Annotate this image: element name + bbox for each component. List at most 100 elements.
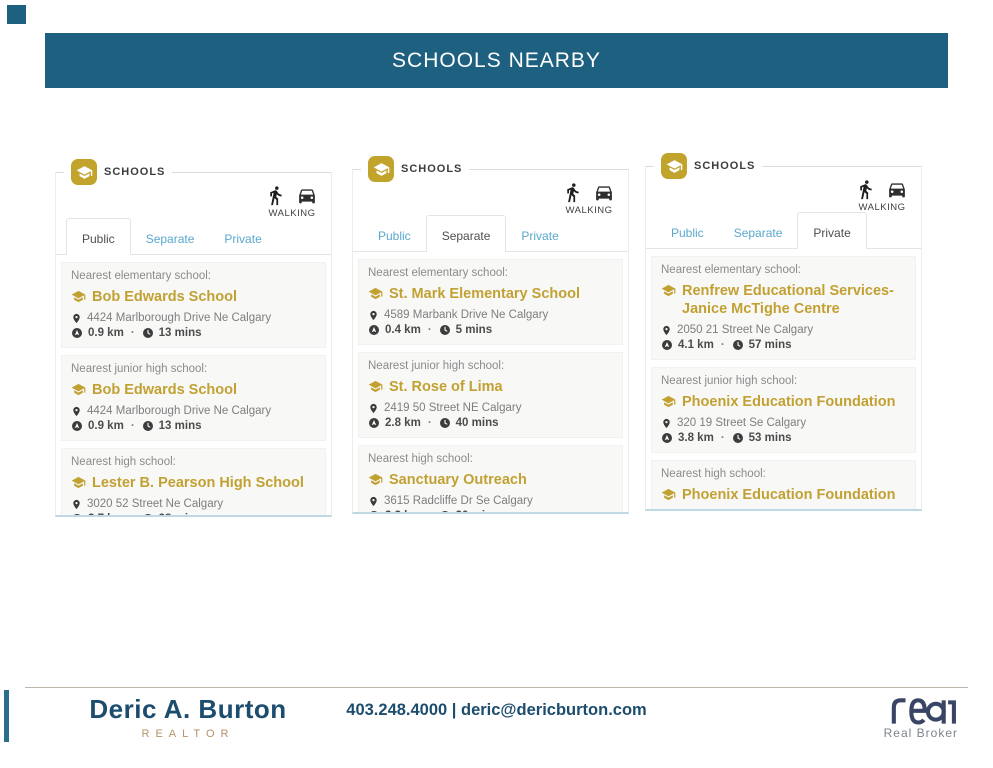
tab-public[interactable]: Public [378,229,411,243]
graduation-cap-icon [368,287,383,300]
map-pin-icon [370,403,377,413]
school-section-high: Nearest high school: Lester B. Pearson H… [61,448,326,515]
card-body: Nearest elementary school: Renfrew Educa… [651,256,916,509]
graduation-cap-icon [368,474,383,486]
clock-icon [732,339,744,351]
graduation-cap-icon [71,384,86,396]
walking-person-icon[interactable] [562,182,583,203]
navigation-circle-icon [72,514,82,515]
school-name-link[interactable]: Phoenix Education Foundation [682,487,896,504]
school-name-link[interactable]: St. Mark Elementary School [389,286,580,302]
tab-private[interactable]: Private [797,212,867,249]
school-travel-time: 13 mins [158,327,202,340]
clock-icon [439,324,451,336]
tab-public[interactable]: Public [66,218,131,255]
real-broker-logo-icon [891,698,956,725]
section-label: Nearest high school: [368,453,473,466]
school-address: 2419 50 Street NE Calgary [384,402,522,415]
walking-person-icon[interactable] [265,185,286,206]
car-icon[interactable] [885,179,909,200]
clock-icon [142,513,154,515]
section-label: Nearest junior high school: [661,375,798,388]
dot-separator: · [129,513,137,515]
graduation-cap-icon [661,489,676,501]
section-label: Nearest junior high school: [368,360,505,373]
school-name-link[interactable]: Lester B. Pearson High School [92,475,304,492]
schools-card-private: SCHOOLS WALKING Public Separate Private … [645,153,922,511]
school-name-link[interactable]: Bob Edwards School [92,289,238,305]
dot-separator: · [427,417,432,430]
schools-card-separate: SCHOOLS WALKING Public Separate Private … [352,156,629,514]
school-address: 3615 Radcliffe Dr Se Calgary [384,495,533,508]
school-distance: 3.8 km [678,432,714,445]
car-icon[interactable] [592,182,616,203]
school-address: 4589 Marbank Drive Ne Calgary [384,309,549,322]
school-travel-time: 57 mins [748,339,792,352]
school-name-link[interactable]: Phoenix Education Foundation [682,394,896,411]
brokerage-branding: Real Broker [884,692,958,740]
section-label: Nearest elementary school: [368,267,508,279]
card-legend: SCHOOLS [654,153,763,179]
tab-separate[interactable]: Separate [425,215,507,252]
tab-separate[interactable]: Separate [733,226,783,240]
dot-separator: · [426,510,434,512]
school-travel-time: 13 mins [158,420,202,433]
navigation-circle-icon [662,433,672,444]
school-type-tabs: Public Separate Private [56,218,331,255]
school-distance: 4.1 km [678,339,714,352]
dot-separator: · [130,420,135,433]
school-section-junior-high: Nearest junior high school: St. Rose of … [358,352,623,439]
navigation-circle-icon [72,421,82,432]
graduation-cap-icon [368,156,394,182]
school-section-high: Nearest high school: Sanctuary Outreach … [358,445,623,512]
navigation-circle-icon [72,328,82,339]
tab-public[interactable]: Public [671,226,704,240]
tab-private[interactable]: Private [521,229,559,243]
map-pin-icon [370,496,377,506]
corner-accent-square [7,5,26,24]
agent-branding: Deric A. Burton REALTOR [63,694,313,740]
tab-separate[interactable]: Separate [145,232,195,246]
graduation-cap-icon [71,159,97,185]
clock-icon [732,432,744,444]
school-name-link[interactable]: Renfrew Educational Services- Janice McT… [682,283,894,318]
school-address: 4424 Marlborough Drive Ne Calgary [87,405,272,418]
school-name-link[interactable]: St. Rose of Lima [389,379,503,396]
school-travel-time: 53 mins [748,432,792,445]
graduation-cap-icon [71,477,86,489]
travel-mode-selector: WALKING [855,179,909,213]
schools-card-public: SCHOOLS WALKING Public Separate Private … [55,159,332,517]
card-body: Nearest elementary school: St. Mark Elem… [358,259,623,512]
walking-person-icon[interactable] [855,179,876,200]
school-distance: 2.2 km [385,510,421,512]
school-travel-time: 38 mins [159,513,202,515]
graduation-cap-icon [661,284,676,297]
tab-private[interactable]: Private [224,232,262,246]
footer-divider [25,687,968,688]
graduation-cap-icon [71,290,86,303]
school-distance: 0.9 km [88,420,124,433]
school-name-link[interactable]: Bob Edwards School [92,382,238,399]
graduation-cap-icon [661,153,687,179]
clock-icon [142,420,154,432]
brokerage-name: Real Broker [883,726,958,740]
map-pin-icon [73,313,80,323]
school-distance: 0.4 km [385,324,421,337]
card-legend-label: SCHOOLS [104,166,166,178]
navigation-circle-icon [369,325,379,336]
school-section-elementary: Nearest elementary school: St. Mark Elem… [358,259,623,346]
dot-separator: · [720,432,725,445]
navigation-circle-icon [662,340,672,351]
navigation-circle-icon [369,511,379,512]
travel-mode-selector: WALKING [265,185,319,219]
page-banner: SCHOOLS NEARBY [45,33,948,88]
card-legend-label: SCHOOLS [401,163,463,175]
map-pin-icon [73,406,80,416]
car-icon[interactable] [295,185,319,206]
clock-icon [142,327,154,339]
school-address: 320 19 Street Se Calgary [677,417,807,430]
section-label: Nearest high school: [661,468,766,481]
graduation-cap-icon [661,396,676,408]
agent-name: Deric A. Burton [89,694,287,724]
school-name-link[interactable]: Sanctuary Outreach [389,472,527,489]
